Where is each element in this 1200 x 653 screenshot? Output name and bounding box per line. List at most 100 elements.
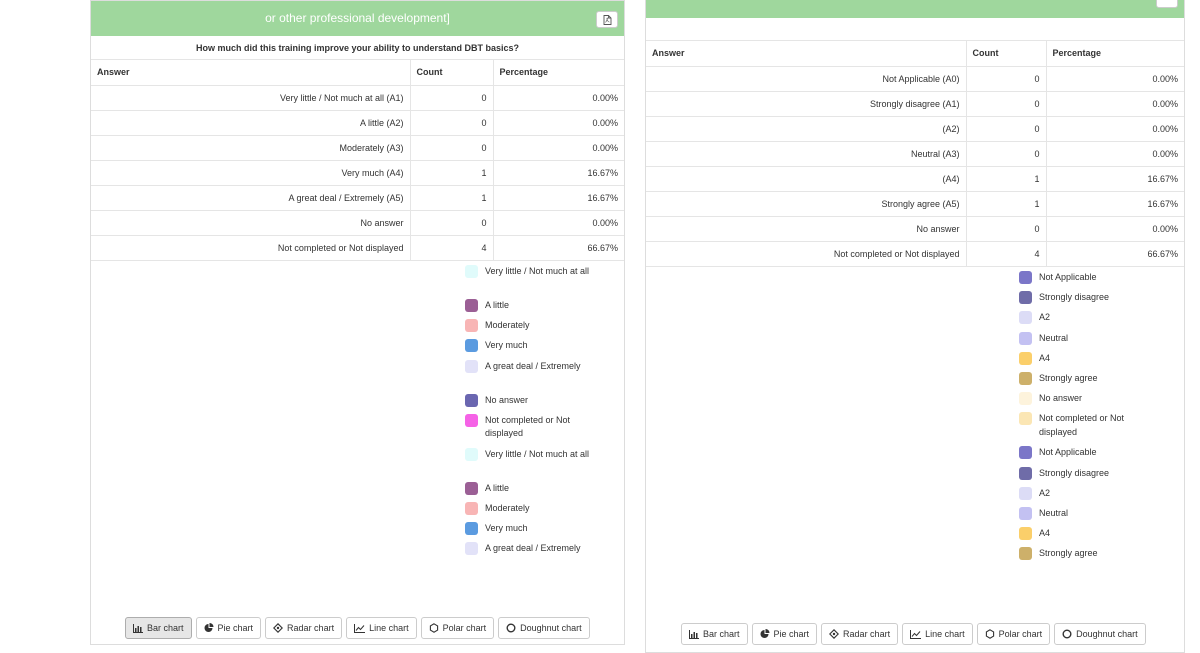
percentage-column-header: Percentage xyxy=(1045,41,1184,67)
legend-swatch xyxy=(1019,547,1032,561)
legend-item[interactable]: Strongly agree xyxy=(1019,371,1149,392)
bar-chart-button[interactable]: Bar chart xyxy=(681,623,748,645)
answer-cell: A little (A2) xyxy=(91,110,410,136)
legend-label: A2 xyxy=(1039,312,1051,323)
legend-item[interactable]: A little xyxy=(465,481,595,502)
answer-cell: Very much (A4) xyxy=(91,160,410,186)
chart-button-label: Radar chart xyxy=(287,623,335,633)
legend-item[interactable]: A4 xyxy=(1019,351,1149,372)
legend-item[interactable]: A great deal / Extremely xyxy=(465,542,595,576)
legend-swatch xyxy=(465,359,478,373)
legend-item[interactable]: Very little / Not much at all xyxy=(465,447,595,482)
legend-item[interactable]: Neutral xyxy=(1019,506,1149,527)
legend-item[interactable]: Strongly disagree xyxy=(1019,466,1149,487)
legend-swatch xyxy=(465,522,478,536)
table-row: Strongly agree (A5) 1 16.67% xyxy=(646,191,1184,217)
legend-swatch xyxy=(1019,351,1032,365)
legend-item[interactable]: A great deal / Extremely xyxy=(465,359,595,394)
answer-column-header: Answer xyxy=(646,41,966,67)
polar-chart-button[interactable]: Polar chart xyxy=(976,623,1051,645)
legend-item[interactable]: Moderately xyxy=(465,319,595,339)
legend-item[interactable]: Not Applicable xyxy=(1019,446,1149,466)
polar-chart-icon xyxy=(429,623,439,633)
radar-chart-button[interactable]: Radar chart xyxy=(265,617,343,639)
doughnut-chart-button[interactable]: Doughnut chart xyxy=(498,617,590,639)
bar-chart-icon xyxy=(133,623,143,633)
answer-cell: No answer xyxy=(91,210,410,236)
doughnut-chart-button[interactable]: Doughnut chart xyxy=(1054,623,1146,645)
count-cell: 1 xyxy=(409,185,493,211)
legend-item[interactable]: Moderately xyxy=(465,501,595,522)
legend-item[interactable]: Very much xyxy=(465,522,595,542)
percentage-cell: 16.67% xyxy=(1045,191,1184,217)
pie-chart-button[interactable]: Pie chart xyxy=(195,617,262,639)
percentage-cell: 0.00% xyxy=(492,110,624,136)
legend-item[interactable]: Not Applicable xyxy=(1019,271,1149,291)
legend-label: Not completed or Not displayed xyxy=(1039,413,1125,437)
legend-item[interactable]: A little xyxy=(465,299,595,319)
answer-cell: Strongly agree (A5) xyxy=(646,191,966,217)
chart-legend: Very little / Not much at all A little Mod… xyxy=(465,265,595,576)
count-cell: 0 xyxy=(409,210,493,236)
legend-swatch xyxy=(1019,412,1032,426)
legend-swatch xyxy=(465,299,478,312)
legend-swatch xyxy=(465,393,478,407)
legend-swatch xyxy=(1019,486,1032,500)
legend-swatch xyxy=(1019,446,1032,460)
chart-button-label: Radar chart xyxy=(843,629,891,639)
legend-item[interactable]: Strongly agree xyxy=(1019,547,1149,567)
legend-swatch xyxy=(465,481,478,495)
table-row: Moderately (A3) 0 0.00% xyxy=(91,135,624,161)
legend-item[interactable]: Not completed or Not displayed xyxy=(1019,412,1149,446)
answers-table: Answer Count Percentage Very little / No… xyxy=(91,60,624,261)
export-pdf-button[interactable] xyxy=(1156,0,1178,8)
table-row: Very little / Not much at all (A1) 0 0.00% xyxy=(91,85,624,111)
legend-label: Not Applicable xyxy=(1039,447,1097,458)
table-header-row: Answer Count Percentage xyxy=(91,60,624,86)
legend-label: Not Applicable xyxy=(1039,272,1097,282)
legend-label: Strongly disagree xyxy=(1039,292,1110,303)
legend-item[interactable]: Very much xyxy=(465,339,595,359)
pie-chart-button[interactable]: Pie chart xyxy=(751,623,818,645)
legend-item[interactable]: No answer xyxy=(1019,392,1149,412)
table-row: (A2) 0 0.00% xyxy=(646,116,1184,142)
answer-cell: A great deal / Extremely (A5) xyxy=(91,185,410,211)
legend-item[interactable]: Neutral xyxy=(1019,331,1149,352)
legend-item[interactable]: No answer xyxy=(465,393,595,414)
legend-label: Neutral xyxy=(1039,507,1069,518)
table-row: A little (A2) 0 0.00% xyxy=(91,110,624,136)
legend-label: A4 xyxy=(1039,528,1051,539)
legend-label: Very much xyxy=(485,523,528,534)
table-body: Not Applicable (A0) 0 0.00% Strongly disagr… xyxy=(646,66,1184,267)
chart-button-label: Doughnut chart xyxy=(520,623,582,633)
count-column-header: Count xyxy=(965,41,1046,67)
legend-item[interactable]: A2 xyxy=(1019,486,1149,507)
polar-chart-icon xyxy=(985,629,995,639)
legend-item[interactable]: A4 xyxy=(1019,527,1149,547)
percentage-cell: 66.67% xyxy=(1045,241,1184,267)
legend-swatch xyxy=(465,501,478,515)
count-cell: 0 xyxy=(409,135,493,161)
line-chart-button[interactable]: Line chart xyxy=(902,623,973,645)
panel-header: or other professional development] xyxy=(91,1,624,36)
legend-swatch xyxy=(465,339,478,353)
pie-chart-icon xyxy=(760,629,770,639)
legend-item[interactable]: A2 xyxy=(1019,311,1149,331)
answer-cell: (A4) xyxy=(646,166,966,192)
table-row: Not completed or Not displayed 4 66.67% xyxy=(646,241,1184,267)
line-chart-button[interactable]: Line chart xyxy=(346,617,417,639)
panel-header-title: or other professional development] xyxy=(265,11,450,25)
legend-label: Strongly agree xyxy=(1039,372,1098,383)
legend-item[interactable]: Strongly disagree xyxy=(1019,291,1149,311)
chart-type-toolbar: Bar chart Pie chart Radar chart Line chart P… xyxy=(681,623,1146,645)
export-pdf-button[interactable] xyxy=(596,11,618,28)
radar-chart-button[interactable]: Radar chart xyxy=(821,623,899,645)
legend-item[interactable]: Very little / Not much at all xyxy=(465,265,595,299)
question-spacer xyxy=(646,18,1184,41)
count-cell: 0 xyxy=(965,216,1046,242)
bar-chart-button[interactable]: Bar chart xyxy=(125,617,192,639)
legend-label: A great deal / Extremely xyxy=(485,543,581,554)
count-cell: 0 xyxy=(965,66,1046,92)
legend-item[interactable]: Not completed or Not displayed xyxy=(465,413,595,448)
polar-chart-button[interactable]: Polar chart xyxy=(420,617,495,639)
